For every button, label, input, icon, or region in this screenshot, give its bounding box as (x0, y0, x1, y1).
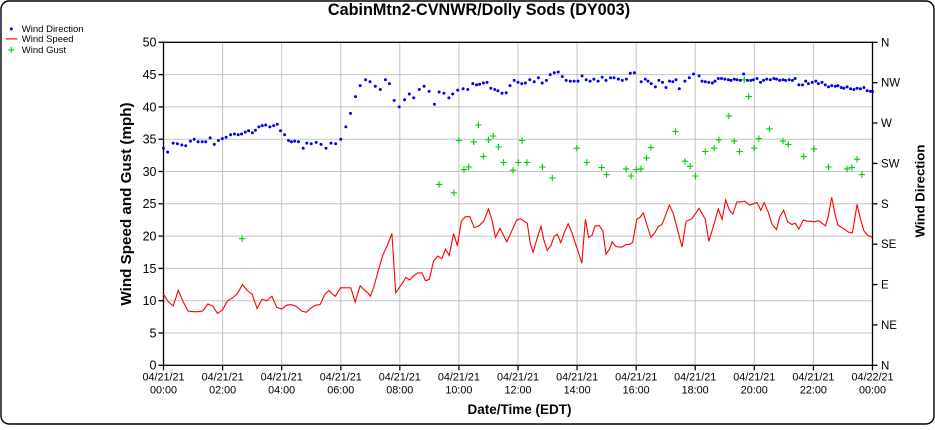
svg-text:45: 45 (143, 68, 157, 82)
svg-text:35: 35 (143, 133, 157, 147)
svg-text:25: 25 (143, 197, 157, 211)
svg-text:10:00: 10:00 (445, 385, 472, 397)
svg-text:04/21/21: 04/21/21 (202, 372, 244, 384)
svg-text:16:00: 16:00 (623, 385, 650, 397)
svg-text:04/22/21: 04/22/21 (851, 372, 893, 384)
svg-text:18:00: 18:00 (682, 385, 709, 397)
svg-text:04/21/21: 04/21/21 (615, 372, 657, 384)
svg-text:04/21/21: 04/21/21 (379, 372, 421, 384)
svg-text:SW: SW (881, 158, 900, 170)
svg-text:00:00: 00:00 (859, 385, 886, 397)
svg-text:S: S (881, 199, 889, 211)
svg-text:0: 0 (150, 359, 157, 373)
svg-text:Wind Gust: Wind Gust (22, 45, 67, 56)
svg-text:04/21/21: 04/21/21 (556, 372, 598, 384)
svg-text:20: 20 (143, 230, 157, 244)
svg-text:12:00: 12:00 (504, 385, 531, 397)
svg-text:04/21/21: 04/21/21 (792, 372, 834, 384)
svg-text:40: 40 (143, 100, 157, 114)
svg-text:20:00: 20:00 (741, 385, 768, 397)
svg-text:00:00: 00:00 (150, 385, 177, 397)
svg-text:Wind Speed and Gust (mph): Wind Speed and Gust (mph) (118, 102, 135, 305)
svg-text:04/21/21: 04/21/21 (142, 372, 184, 384)
svg-text:N: N (881, 360, 889, 372)
svg-text:04:00: 04:00 (268, 385, 295, 397)
svg-text:04/21/21: 04/21/21 (261, 372, 303, 384)
svg-text:22:00: 22:00 (800, 385, 827, 397)
svg-text:06:00: 06:00 (327, 385, 354, 397)
svg-text:NE: NE (881, 320, 897, 332)
svg-text:04/21/21: 04/21/21 (438, 372, 480, 384)
svg-text:02:00: 02:00 (209, 385, 236, 397)
svg-text:NW: NW (881, 78, 900, 90)
svg-text:CabinMtn2-CVNWR/Dolly Sods (DY: CabinMtn2-CVNWR/Dolly Sods (DY003) (328, 1, 630, 19)
svg-text:15: 15 (143, 262, 157, 276)
svg-text:5: 5 (150, 326, 157, 340)
svg-text:04/21/21: 04/21/21 (733, 372, 775, 384)
svg-text:30: 30 (143, 165, 157, 179)
svg-text:Date/Time (EDT): Date/Time (EDT) (467, 402, 571, 417)
svg-text:Wind Direction: Wind Direction (913, 145, 928, 238)
svg-text:SE: SE (881, 239, 897, 251)
svg-text:04/21/21: 04/21/21 (674, 372, 716, 384)
svg-text:04/21/21: 04/21/21 (320, 372, 362, 384)
svg-text:N: N (881, 37, 889, 49)
svg-text:14:00: 14:00 (564, 385, 591, 397)
svg-text:W: W (881, 118, 892, 130)
svg-text:08:00: 08:00 (386, 385, 413, 397)
svg-text:Wind Speed: Wind Speed (22, 34, 74, 45)
svg-text:50: 50 (143, 36, 157, 50)
svg-text:10: 10 (143, 294, 157, 308)
svg-text:04/21/21: 04/21/21 (497, 372, 539, 384)
svg-text:E: E (881, 280, 889, 292)
svg-text:Wind Direction: Wind Direction (22, 24, 84, 35)
